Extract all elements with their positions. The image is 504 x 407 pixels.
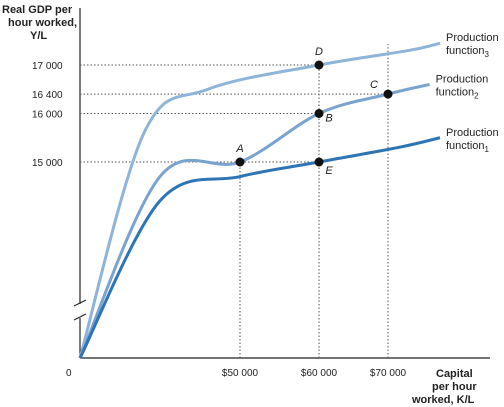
x-tick-label: $60 000 bbox=[301, 368, 338, 379]
y-tick-label: 16 400 bbox=[32, 90, 63, 101]
point-d bbox=[314, 60, 324, 70]
x-tick-label: $70 000 bbox=[370, 368, 407, 379]
point-e-label: E bbox=[325, 165, 333, 177]
y-tick-label: 17 000 bbox=[32, 61, 63, 72]
guide-lines bbox=[80, 44, 389, 358]
y-axis-label: Real GDP per hour worked, Y/L bbox=[2, 4, 80, 42]
y-ticks: 17 000 16 400 16 000 15 000 bbox=[32, 61, 63, 169]
point-a bbox=[235, 157, 245, 167]
point-b-label: B bbox=[325, 113, 332, 125]
production-function-2-line bbox=[78, 82, 430, 359]
production-function-1-label: Production function1 bbox=[446, 127, 499, 154]
point-c bbox=[383, 89, 393, 99]
data-points: A B C D E bbox=[235, 46, 393, 177]
point-b bbox=[314, 109, 324, 118]
x-tick-label: $50 000 bbox=[222, 368, 259, 379]
x-ticks: $50 000 $60 000 $70 000 bbox=[222, 368, 407, 379]
y-axis-break bbox=[73, 299, 87, 321]
y-tick-label: 15 000 bbox=[32, 158, 63, 169]
production-function-2-label: Production function2 bbox=[436, 73, 489, 100]
production-function-1-line bbox=[78, 136, 441, 359]
production-function-3-line bbox=[78, 41, 441, 359]
production-function-3-label: Production function3 bbox=[446, 32, 499, 59]
point-e bbox=[314, 157, 324, 167]
point-a-label: A bbox=[235, 143, 243, 155]
point-c-label: C bbox=[370, 79, 378, 91]
curve-labels: Production function3 Production function2 Pr… bbox=[436, 32, 499, 154]
y-tick-label: 16 000 bbox=[32, 110, 63, 121]
x-axis-label: Capital per hour worked, K/L bbox=[411, 368, 480, 406]
point-d-label: D bbox=[315, 46, 323, 58]
origin-label: 0 bbox=[66, 368, 72, 379]
